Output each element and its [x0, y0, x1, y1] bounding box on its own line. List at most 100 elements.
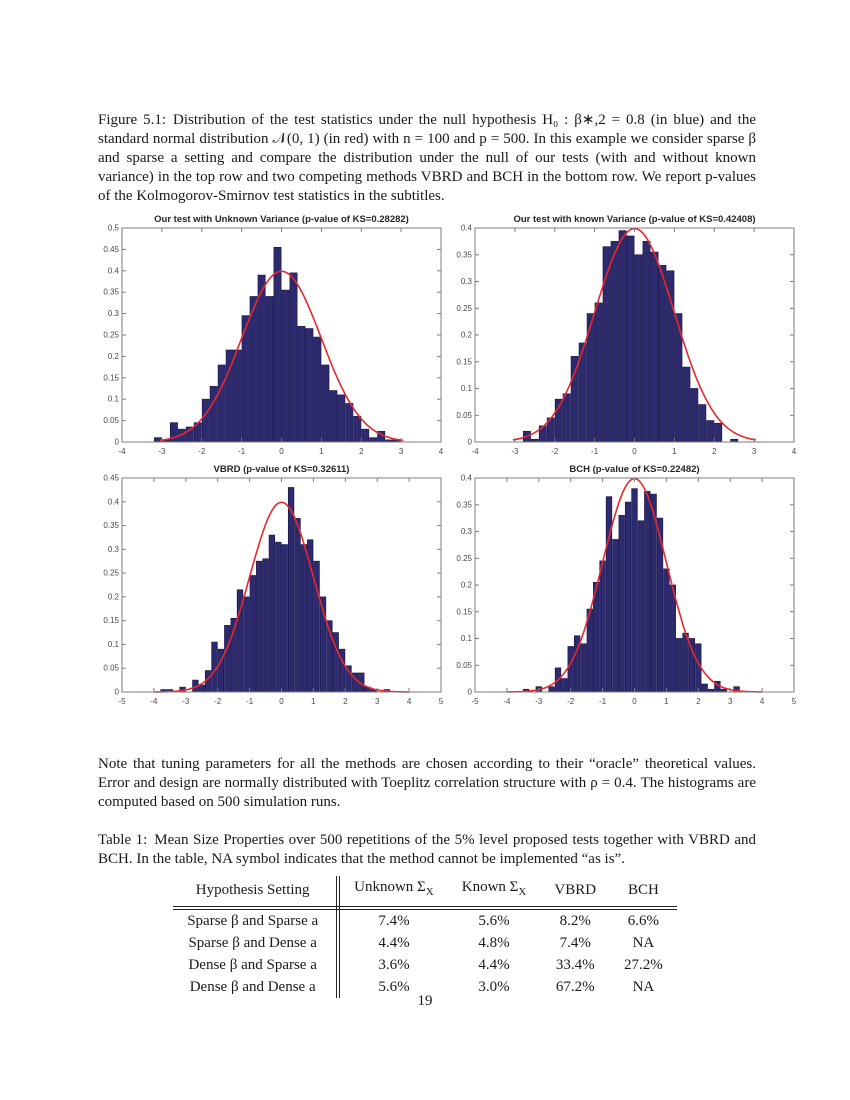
svg-text:0.3: 0.3: [108, 545, 120, 554]
svg-text:-3: -3: [535, 697, 543, 706]
table-caption-text: Mean Size Properties over 500 repetition…: [98, 832, 756, 867]
histogram-bch: -5 -4 -3 -2 -1 0 1 2 3 4 5 0 0.05 0.1 0.15 0.2 0.25 0.3 0.…: [456, 464, 797, 706]
table-cell: 3.0%: [478, 979, 510, 995]
svg-text:0.5: 0.5: [108, 224, 120, 233]
table-header-cell: Known ΣX: [447, 876, 541, 910]
svg-text:-5: -5: [471, 697, 479, 706]
table-cell: 67.2%: [555, 979, 595, 995]
svg-text:0.25: 0.25: [456, 304, 472, 313]
svg-text:4: 4: [439, 447, 444, 456]
svg-text:2: 2: [712, 447, 717, 456]
svg-text:0: 0: [632, 447, 637, 456]
table-cell: NA: [632, 979, 655, 995]
table-row: Sparse β and Sparse a 7.4% 5.6% 8.2% 6.6%: [173, 908, 677, 932]
svg-text:3: 3: [752, 447, 757, 456]
svg-text:-1: -1: [246, 697, 254, 706]
table-header-cell: Unknown ΣX: [338, 876, 448, 910]
table-caption: Table 1: Mean Size Properties over 500 re…: [98, 831, 756, 869]
svg-text:0.45: 0.45: [103, 474, 119, 483]
table-cell: NA: [632, 935, 655, 951]
svg-text:5: 5: [792, 697, 797, 706]
svg-text:0.15: 0.15: [456, 607, 472, 616]
svg-text:2: 2: [696, 697, 701, 706]
svg-text:0: 0: [632, 697, 637, 706]
svg-text:-3: -3: [182, 697, 190, 706]
table-header-cell: Hypothesis Setting: [173, 876, 341, 910]
table-cell: Sparse β and Dense a: [173, 932, 341, 954]
svg-text:-3: -3: [511, 447, 519, 456]
svg-text:0.2: 0.2: [461, 331, 473, 340]
svg-text:4: 4: [792, 447, 797, 456]
svg-text:0.2: 0.2: [108, 592, 120, 601]
figure-caption: Figure 5.1: Distribution of the test stat…: [98, 111, 756, 206]
table-cell: 4.4%: [378, 935, 410, 951]
svg-text:-2: -2: [551, 447, 559, 456]
svg-text:1: 1: [664, 697, 669, 706]
svg-text:-1: -1: [591, 447, 599, 456]
svg-text:0.25: 0.25: [103, 569, 119, 578]
table-header-row: Hypothesis Setting Unknown ΣX Known ΣX VBRD…: [173, 876, 677, 910]
table-cell: 8.2%: [559, 913, 591, 929]
svg-text:0: 0: [279, 447, 284, 456]
svg-text:1: 1: [311, 697, 316, 706]
svg-text:0.05: 0.05: [103, 664, 119, 673]
table-cell: 4.4%: [478, 957, 510, 973]
table-header-cell: BCH: [610, 876, 677, 910]
svg-text:3: 3: [728, 697, 733, 706]
svg-text:0.3: 0.3: [461, 527, 473, 536]
table-cell: 27.2%: [624, 957, 663, 973]
svg-text:BCH (p-value of KS=0.22482): BCH (p-value of KS=0.22482): [569, 464, 699, 475]
histogram-unknown-variance: -4 -3 -2 -1 0 1 2 3 4 0 0.05 0.1 0.15 0.2 0.25 0.3 0.35 0…: [103, 214, 444, 456]
histogram-known-variance: -4 -3 -2 -1 0 1 2 3 4 0 0.05 0.1 0.15 0.2 0.25 0.3 0.35 0…: [456, 214, 797, 456]
table-cell: 3.6%: [378, 957, 410, 973]
svg-text:0.1: 0.1: [461, 384, 473, 393]
table-cell: Sparse β and Sparse a: [173, 908, 341, 932]
figure-caption-label: Figure 5.1:: [98, 112, 167, 128]
svg-text:-4: -4: [150, 697, 158, 706]
svg-text:0.25: 0.25: [103, 331, 119, 340]
table-row: Dense β and Dense a 5.6% 3.0% 67.2% NA: [173, 976, 677, 998]
table-row: Dense β and Sparse a 3.6% 4.4% 33.4% 27.2%: [173, 954, 677, 976]
table-caption-label: Table 1:: [98, 832, 148, 848]
svg-text:2: 2: [359, 447, 364, 456]
svg-text:0.35: 0.35: [456, 500, 472, 509]
svg-text:-1: -1: [238, 447, 246, 456]
svg-text:0.3: 0.3: [108, 309, 120, 318]
svg-text:3: 3: [399, 447, 404, 456]
svg-text:4: 4: [760, 697, 765, 706]
table-cell: Dense β and Dense a: [173, 976, 341, 998]
table-cell: 7.4%: [378, 913, 410, 929]
svg-text:-1: -1: [599, 697, 607, 706]
svg-text:0: 0: [468, 688, 473, 697]
svg-text:0.4: 0.4: [108, 266, 120, 275]
svg-text:0.25: 0.25: [456, 554, 472, 563]
svg-text:0.15: 0.15: [103, 616, 119, 625]
svg-text:0.35: 0.35: [456, 250, 472, 259]
svg-text:0: 0: [115, 688, 120, 697]
svg-text:0.15: 0.15: [103, 373, 119, 382]
table-1-wrapper: Hypothesis Setting Unknown ΣX Known ΣX VBRD…: [0, 876, 850, 998]
svg-text:0.4: 0.4: [108, 497, 120, 506]
histogram-vbrd: -5 -4 -3 -2 -1 0 1 2 3 4 5 0 0.05 0.1 0.15 0.2 0.25 0.3 0.…: [103, 464, 443, 706]
table-cell: 5.6%: [378, 979, 410, 995]
svg-text:Our test with Unknown Variance: Our test with Unknown Variance (p-value …: [154, 214, 409, 225]
figure-5-1-histograms: -4 -3 -2 -1 0 1 2 3 4 0 0.05 0.1 0.15 0.2 0.25 0.3 0.35 0…: [96, 212, 802, 712]
svg-text:0.15: 0.15: [456, 357, 472, 366]
svg-text:-2: -2: [198, 447, 206, 456]
svg-text:0.05: 0.05: [456, 411, 472, 420]
table-body: Sparse β and Sparse a 7.4% 5.6% 8.2% 6.6% Spa…: [173, 908, 677, 998]
svg-text:-4: -4: [118, 447, 126, 456]
svg-text:0.35: 0.35: [103, 288, 119, 297]
table-cell: 5.6%: [478, 913, 510, 929]
table-cell: 4.8%: [478, 935, 510, 951]
svg-text:0: 0: [468, 438, 473, 447]
svg-text:0.1: 0.1: [108, 395, 120, 404]
table-cell: 6.6%: [627, 913, 660, 929]
table-cell: Dense β and Sparse a: [173, 954, 341, 976]
svg-text:0.05: 0.05: [103, 416, 119, 425]
svg-text:0.1: 0.1: [461, 634, 473, 643]
svg-text:-4: -4: [471, 447, 479, 456]
svg-text:0: 0: [115, 438, 120, 447]
svg-text:-3: -3: [158, 447, 166, 456]
